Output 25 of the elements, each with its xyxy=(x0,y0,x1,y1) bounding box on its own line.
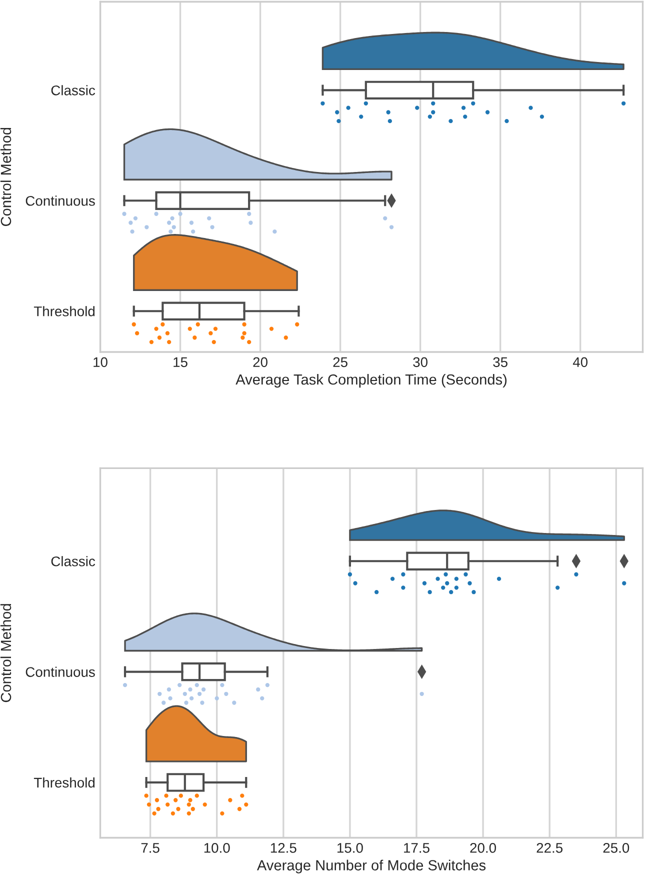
x-axis-title: Average Task Completion Time (Seconds) xyxy=(236,374,507,388)
y-axis-title: Control Method xyxy=(0,128,12,226)
x-tick-label: 17.5 xyxy=(404,843,430,853)
y-axis-title: Control Method xyxy=(0,604,12,702)
x-tick-label: 10 xyxy=(94,357,108,368)
y-tick-label: Classic xyxy=(51,556,96,566)
y-tick-label: Continuous xyxy=(26,666,95,677)
x-tick-label: 15.0 xyxy=(337,842,363,853)
x-tick-label: 30 xyxy=(413,357,428,368)
x-tick-label: 7.5 xyxy=(141,843,160,853)
y-tick-label: Classic xyxy=(51,85,96,96)
x-tick-label: 10.0 xyxy=(204,842,230,853)
x-tick-label: 12.5 xyxy=(270,842,296,853)
x-tick-label: 20 xyxy=(253,357,268,368)
y-tick-label: Continuous xyxy=(26,196,95,206)
x-tick-label: 35 xyxy=(493,357,508,368)
x-axis-title: Average Number of Mode Switches xyxy=(256,860,486,874)
x-tick-label: 25.0 xyxy=(603,842,630,853)
x-tick-label: 20.0 xyxy=(470,842,496,853)
y-tick-label: Threshold xyxy=(34,777,95,788)
x-tick-label: 40 xyxy=(572,357,588,368)
y-tick-label: Threshold xyxy=(34,306,95,316)
x-tick-label: 25 xyxy=(333,357,348,368)
x-tick-label: 22.5 xyxy=(536,842,563,853)
x-tick-label: 15 xyxy=(174,357,188,368)
